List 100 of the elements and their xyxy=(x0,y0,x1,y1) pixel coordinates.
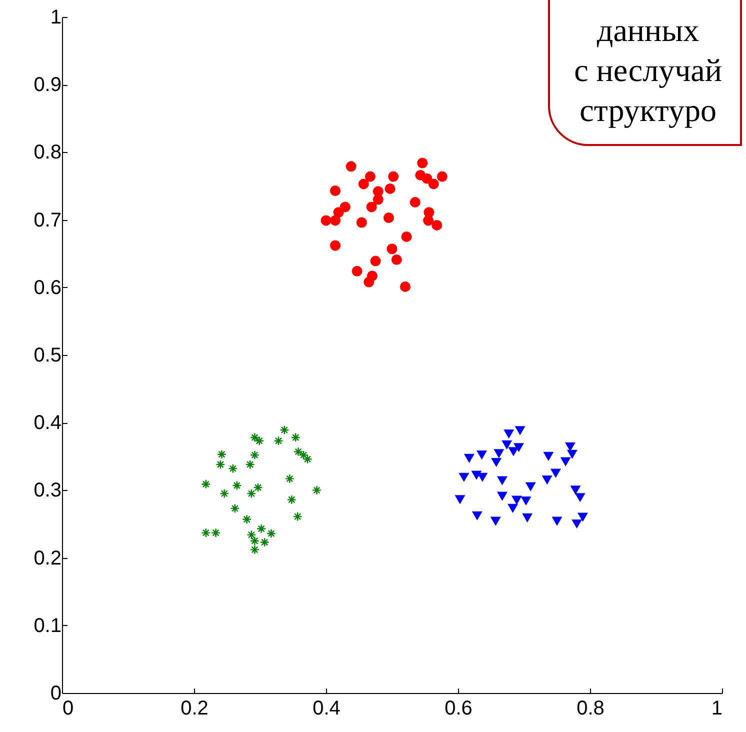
point xyxy=(401,231,412,242)
point xyxy=(543,452,554,461)
point xyxy=(572,519,582,529)
annotation: с неслучай xyxy=(574,51,722,90)
y-tick-label: 0.2 xyxy=(34,547,62,570)
y-tick-label: 0.9 xyxy=(34,74,62,96)
point xyxy=(266,528,276,538)
point xyxy=(383,212,394,224)
point xyxy=(476,450,488,460)
point xyxy=(388,171,399,182)
point xyxy=(320,215,332,226)
point xyxy=(256,524,266,534)
y-tick-label: 0.8 xyxy=(34,142,62,164)
point xyxy=(292,512,302,522)
x-tick-label: 0.4 xyxy=(312,698,340,720)
point xyxy=(542,476,552,485)
point xyxy=(250,544,260,554)
point xyxy=(330,215,340,226)
x-tick-label: 0.2 xyxy=(180,698,208,720)
point xyxy=(502,440,512,450)
point xyxy=(384,183,396,194)
point xyxy=(260,537,270,548)
point xyxy=(346,161,356,172)
point xyxy=(298,450,308,460)
point xyxy=(290,432,300,442)
point xyxy=(201,479,211,489)
point xyxy=(364,171,376,182)
annotation: структуро xyxy=(578,91,718,130)
point xyxy=(216,450,227,460)
point xyxy=(550,468,561,478)
point xyxy=(560,457,571,466)
point xyxy=(514,426,526,436)
y-tick-label: 0.1 xyxy=(34,614,62,637)
y-tick-label: 0.7 xyxy=(34,209,62,232)
point xyxy=(410,196,420,208)
point xyxy=(242,514,252,524)
point xyxy=(552,516,562,526)
point xyxy=(454,495,466,504)
point xyxy=(464,454,474,463)
point xyxy=(302,454,312,464)
point xyxy=(570,486,581,495)
y-tick-label: 0.4 xyxy=(34,412,62,434)
point xyxy=(520,496,532,506)
point xyxy=(496,476,508,486)
point xyxy=(386,244,398,254)
point xyxy=(216,460,226,470)
point xyxy=(494,449,504,458)
point xyxy=(428,178,439,190)
y-tick-label: 0.3 xyxy=(34,480,62,502)
point xyxy=(423,215,434,226)
point xyxy=(436,171,448,182)
point xyxy=(496,492,508,501)
point xyxy=(577,512,588,522)
point xyxy=(472,511,482,520)
point xyxy=(356,217,367,228)
point xyxy=(230,504,240,514)
x-tick-label: 0.6 xyxy=(444,698,472,720)
point xyxy=(417,158,428,168)
point xyxy=(513,443,524,452)
point xyxy=(358,178,369,190)
point xyxy=(400,281,410,292)
point xyxy=(491,458,502,468)
x-tick-label: 0.8 xyxy=(576,698,604,720)
point xyxy=(522,513,533,522)
point xyxy=(366,202,377,212)
point xyxy=(504,430,514,439)
point xyxy=(220,488,230,498)
point xyxy=(566,450,578,459)
point xyxy=(228,464,238,474)
y-tick-label: 0.5 xyxy=(34,344,62,366)
point xyxy=(280,425,290,435)
point xyxy=(333,207,344,218)
point xyxy=(293,446,304,456)
point xyxy=(477,472,488,482)
point xyxy=(312,485,322,495)
point xyxy=(370,256,381,266)
point xyxy=(232,480,242,490)
point xyxy=(564,442,576,452)
point xyxy=(274,436,284,446)
x-tick-label: 1 xyxy=(711,698,722,720)
point xyxy=(250,432,260,442)
point xyxy=(201,528,211,538)
point xyxy=(330,186,340,196)
y-tick-label: 1 xyxy=(50,6,62,28)
point xyxy=(210,528,221,538)
point xyxy=(246,530,256,540)
point xyxy=(391,254,402,265)
annotation: данных xyxy=(596,11,700,50)
point xyxy=(250,450,260,460)
point xyxy=(490,516,501,526)
point xyxy=(245,460,255,470)
point xyxy=(508,447,519,456)
point xyxy=(364,276,374,288)
point xyxy=(458,472,470,482)
point xyxy=(372,194,384,205)
point xyxy=(574,493,586,502)
point xyxy=(525,482,536,492)
point xyxy=(286,494,296,504)
point xyxy=(511,496,522,505)
point xyxy=(330,240,340,251)
